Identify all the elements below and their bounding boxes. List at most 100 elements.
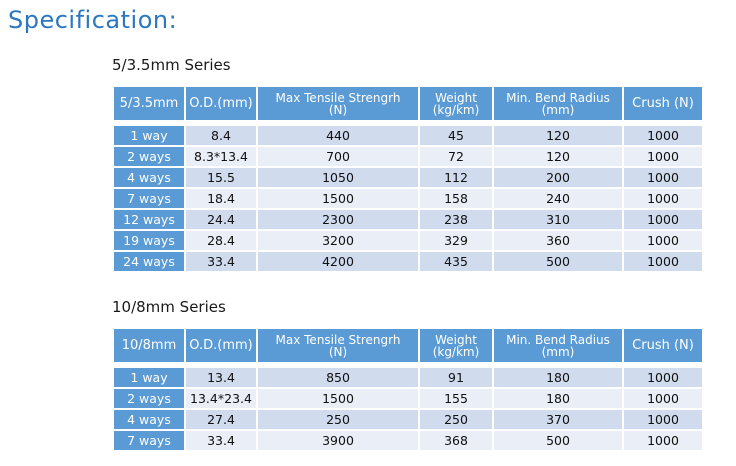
cell-weight: 45 [420, 126, 492, 145]
cell-ways: 19 ways [114, 231, 184, 250]
header-max-tensile: Max Tensile Strengrh (N) [258, 87, 418, 120]
table-header-row: 5/3.5mm O.D.(mm) Max Tensile Strengrh (N… [114, 87, 702, 120]
cell-ways: 7 ways [114, 431, 184, 450]
header-min-bend-radius-label: Min. Bend Radius [506, 332, 610, 347]
header-weight: Weight (kg/km) [420, 87, 492, 120]
table-row: 4 ways 27.4 250 250 370 1000 [114, 410, 702, 429]
cell-ways: 12 ways [114, 210, 184, 229]
cell-max-tensile: 1500 [258, 189, 418, 208]
cell-crush: 1000 [624, 368, 702, 387]
cell-crush: 1000 [624, 431, 702, 450]
cell-max-tensile: 3900 [258, 431, 418, 450]
cell-min-bend-radius: 180 [494, 389, 622, 408]
header-max-tensile: Max Tensile Strengrh (N) [258, 329, 418, 362]
cell-od: 27.4 [186, 410, 256, 429]
header-max-tensile-label: Max Tensile Strengrh [275, 90, 401, 105]
cell-od: 33.4 [186, 431, 256, 450]
table-row: 2 ways 8.3*13.4 700 72 120 1000 [114, 147, 702, 166]
cell-ways: 4 ways [114, 168, 184, 187]
header-min-bend-radius-unit: (mm) [541, 102, 575, 117]
cell-crush: 1000 [624, 168, 702, 187]
cell-ways: 1 way [114, 368, 184, 387]
cell-od: 13.4 [186, 368, 256, 387]
header-weight-unit: (kg/km) [432, 102, 480, 117]
cell-crush: 1000 [624, 126, 702, 145]
cell-ways: 4 ways [114, 410, 184, 429]
header-min-bend-radius-unit: (mm) [541, 344, 575, 359]
cell-weight: 435 [420, 252, 492, 271]
cell-weight: 368 [420, 431, 492, 450]
table-row: 12 ways 24.4 2300 238 310 1000 [114, 210, 702, 229]
page-title: Specification: [8, 6, 178, 34]
table-row: 24 ways 33.4 4200 435 500 1000 [114, 252, 702, 271]
header-od: O.D.(mm) [186, 87, 256, 120]
header-weight-unit: (kg/km) [432, 344, 480, 359]
cell-crush: 1000 [624, 147, 702, 166]
cell-ways: 7 ways [114, 189, 184, 208]
cell-crush: 1000 [624, 231, 702, 250]
spec-table-10-8mm: 10/8mm O.D.(mm) Max Tensile Strengrh (N)… [112, 327, 704, 452]
series-title-5-3-5mm: 5/3.5mm Series [112, 56, 231, 74]
cell-max-tensile: 250 [258, 410, 418, 429]
header-max-tensile-unit: (N) [328, 344, 348, 359]
cell-weight: 250 [420, 410, 492, 429]
table-row: 2 ways 13.4*23.4 1500 155 180 1000 [114, 389, 702, 408]
cell-od: 13.4*23.4 [186, 389, 256, 408]
cell-od: 15.5 [186, 168, 256, 187]
cell-ways: 1 way [114, 126, 184, 145]
header-weight-label: Weight [435, 332, 477, 347]
table-row: 1 way 13.4 850 91 180 1000 [114, 368, 702, 387]
cell-crush: 1000 [624, 189, 702, 208]
header-crush: Crush (N) [624, 329, 702, 362]
cell-min-bend-radius: 200 [494, 168, 622, 187]
cell-max-tensile: 700 [258, 147, 418, 166]
cell-od: 18.4 [186, 189, 256, 208]
cell-weight: 112 [420, 168, 492, 187]
cell-weight: 155 [420, 389, 492, 408]
header-min-bend-radius: Min. Bend Radius (mm) [494, 329, 622, 362]
cell-crush: 1000 [624, 210, 702, 229]
table-row: 1 way 8.4 440 45 120 1000 [114, 126, 702, 145]
header-weight-label: Weight [435, 90, 477, 105]
table-row: 7 ways 18.4 1500 158 240 1000 [114, 189, 702, 208]
series-title-10-8mm: 10/8mm Series [112, 298, 226, 316]
header-weight: Weight (kg/km) [420, 329, 492, 362]
cell-ways: 24 ways [114, 252, 184, 271]
cell-od: 33.4 [186, 252, 256, 271]
table-row: 19 ways 28.4 3200 329 360 1000 [114, 231, 702, 250]
cell-min-bend-radius: 370 [494, 410, 622, 429]
cell-weight: 238 [420, 210, 492, 229]
header-series: 10/8mm [114, 329, 184, 362]
cell-min-bend-radius: 500 [494, 252, 622, 271]
cell-max-tensile: 1050 [258, 168, 418, 187]
cell-max-tensile: 4200 [258, 252, 418, 271]
cell-min-bend-radius: 360 [494, 231, 622, 250]
cell-max-tensile: 440 [258, 126, 418, 145]
cell-min-bend-radius: 500 [494, 431, 622, 450]
cell-od: 8.3*13.4 [186, 147, 256, 166]
table-row: 7 ways 33.4 3900 368 500 1000 [114, 431, 702, 450]
header-min-bend-radius-label: Min. Bend Radius [506, 90, 610, 105]
header-max-tensile-label: Max Tensile Strengrh [275, 332, 401, 347]
header-od: O.D.(mm) [186, 329, 256, 362]
cell-crush: 1000 [624, 410, 702, 429]
header-min-bend-radius: Min. Bend Radius (mm) [494, 87, 622, 120]
cell-min-bend-radius: 310 [494, 210, 622, 229]
cell-weight: 91 [420, 368, 492, 387]
cell-max-tensile: 850 [258, 368, 418, 387]
table-header-row: 10/8mm O.D.(mm) Max Tensile Strengrh (N)… [114, 329, 702, 362]
header-series: 5/3.5mm [114, 87, 184, 120]
cell-max-tensile: 3200 [258, 231, 418, 250]
cell-od: 28.4 [186, 231, 256, 250]
cell-weight: 72 [420, 147, 492, 166]
cell-min-bend-radius: 180 [494, 368, 622, 387]
header-crush: Crush (N) [624, 87, 702, 120]
cell-weight: 158 [420, 189, 492, 208]
cell-min-bend-radius: 120 [494, 147, 622, 166]
cell-od: 24.4 [186, 210, 256, 229]
table-row: 4 ways 15.5 1050 112 200 1000 [114, 168, 702, 187]
header-max-tensile-unit: (N) [328, 102, 348, 117]
cell-crush: 1000 [624, 389, 702, 408]
spec-table-5-3-5mm: 5/3.5mm O.D.(mm) Max Tensile Strengrh (N… [112, 85, 704, 273]
cell-max-tensile: 1500 [258, 389, 418, 408]
